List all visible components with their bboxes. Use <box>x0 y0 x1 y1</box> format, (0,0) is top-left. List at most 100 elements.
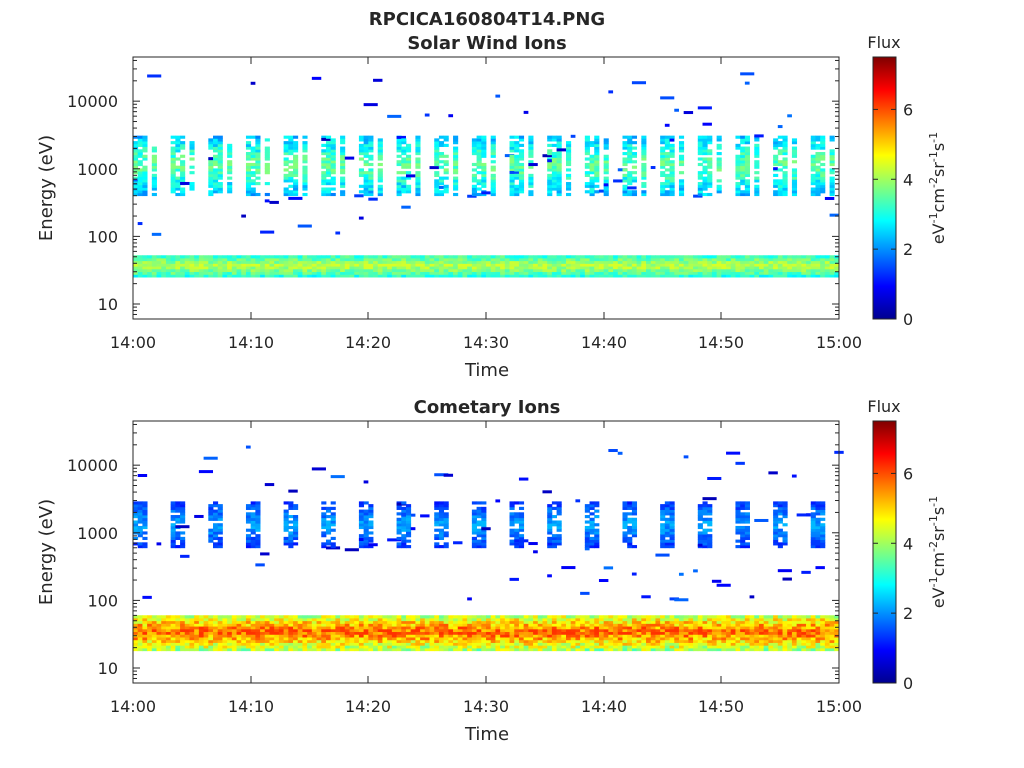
spectrogram-cell <box>589 520 595 524</box>
spectrogram-cell <box>707 504 713 508</box>
spectrogram-cell <box>773 138 779 142</box>
spectrogram-cell <box>518 542 525 546</box>
spectrogram-cell <box>617 620 623 624</box>
spectrogram-cell <box>175 168 181 172</box>
spectrogram-cell <box>660 531 666 535</box>
spectrogram-cell <box>391 620 397 624</box>
spectrogram-cell <box>481 138 487 142</box>
spectrogram-cell <box>184 626 190 630</box>
spectrogram-cell <box>283 160 289 164</box>
spectrogram-cell <box>481 149 487 153</box>
spectrogram-cell <box>664 637 670 641</box>
spectrogram-cell <box>142 171 148 175</box>
spectrogram-cell <box>683 642 689 646</box>
spectrogram-cell <box>462 255 468 259</box>
spectrogram-cell <box>476 617 482 622</box>
spectrogram-cell <box>363 515 369 519</box>
spectrogram-cell <box>250 162 256 167</box>
spectrogram-cell <box>551 631 557 635</box>
spectrogram-cell <box>547 506 553 510</box>
spectrogram-cell <box>288 504 294 508</box>
spectrogram-cell <box>373 628 379 633</box>
spectrogram-cell <box>137 623 143 627</box>
spectrogram-cell <box>547 504 553 508</box>
spectrogram-cell <box>669 615 675 619</box>
spectrogram-cell <box>245 631 252 635</box>
spectrogram-cell <box>438 141 445 145</box>
spectrogram-cell <box>547 515 553 519</box>
spectrogram-cell <box>796 268 802 273</box>
spectrogram-cell <box>641 615 647 619</box>
spectrogram-cell <box>476 515 482 519</box>
spectrogram-cell <box>622 190 628 194</box>
spectrogram-cell <box>255 536 261 540</box>
spectrogram-cell <box>824 268 830 273</box>
spectrogram-cell <box>782 165 788 169</box>
spectrogram-cell <box>227 623 233 627</box>
spectrogram-cell <box>213 517 219 521</box>
spectrogram-cell <box>551 615 557 619</box>
spectrogram-cell <box>457 257 463 262</box>
spectrogram-cell <box>791 260 798 264</box>
spectrogram-cell <box>330 162 336 167</box>
spectrogram-cell <box>274 260 280 264</box>
spectrogram-cell <box>627 274 633 278</box>
spectrogram-cell <box>791 263 798 267</box>
spectrogram-cell <box>820 187 826 191</box>
spectrogram-cell <box>589 539 595 543</box>
spectrogram-cell <box>438 160 445 164</box>
spectrogram-cell <box>307 645 313 649</box>
spectrogram-cell <box>368 271 374 275</box>
spectrogram-cell <box>349 623 355 627</box>
spectrogram-cell <box>250 545 256 549</box>
spectrogram-cell <box>217 539 223 543</box>
spectrogram-cell <box>443 160 449 164</box>
spectrogram-cell <box>655 553 670 557</box>
spectrogram-cell <box>391 268 397 273</box>
spectrogram-cell <box>189 628 195 633</box>
spectrogram-cell <box>537 266 543 270</box>
spectrogram-cell <box>627 146 633 150</box>
spectrogram-cell <box>213 271 219 275</box>
spectrogram-cell <box>330 520 336 524</box>
spectrogram-cell <box>547 182 553 186</box>
spectrogram-cell <box>622 645 628 649</box>
spectrogram-cell <box>669 263 675 267</box>
spectrogram-cell <box>165 637 172 641</box>
spectrogram-cell <box>307 626 313 630</box>
spectrogram-cell <box>316 623 322 627</box>
spectrogram-cell <box>820 152 826 156</box>
spectrogram-cell <box>175 182 181 186</box>
spectrogram-cell <box>702 176 708 180</box>
spectrogram-cell <box>631 545 638 549</box>
spectrogram-cell <box>467 626 473 630</box>
spectrogram-cell <box>707 509 713 513</box>
spectrogram-cell <box>584 628 590 633</box>
spectrogram-cell <box>250 536 256 540</box>
spectrogram-cell <box>170 182 176 186</box>
spectrogram-cell <box>551 179 557 183</box>
spectrogram-cell <box>410 260 416 264</box>
spectrogram-cell <box>523 615 529 619</box>
spectrogram-cell <box>302 146 308 150</box>
spectrogram-cell <box>424 642 430 646</box>
spectrogram-cell <box>646 631 652 635</box>
spectrogram-cell <box>401 536 407 540</box>
spectrogram-cell <box>509 623 515 627</box>
spectrogram-cell <box>669 173 675 177</box>
spectrogram-cell <box>486 268 492 273</box>
spectrogram-cell <box>241 615 247 619</box>
spectrogram-cell <box>693 645 699 649</box>
spectrogram-cell <box>396 141 402 145</box>
spectrogram-cell <box>189 271 195 275</box>
spectrogram-cell <box>438 501 445 505</box>
spectrogram-cell <box>669 626 675 630</box>
spectrogram-cell <box>255 637 261 641</box>
spectrogram-cell <box>556 642 562 646</box>
spectrogram-cell <box>707 639 713 643</box>
spectrogram-cell <box>368 182 374 186</box>
spectrogram-cell <box>241 626 247 630</box>
spectrogram-cell <box>820 257 826 262</box>
spectrogram-cell <box>245 515 252 519</box>
spectrogram-cell <box>627 152 633 156</box>
